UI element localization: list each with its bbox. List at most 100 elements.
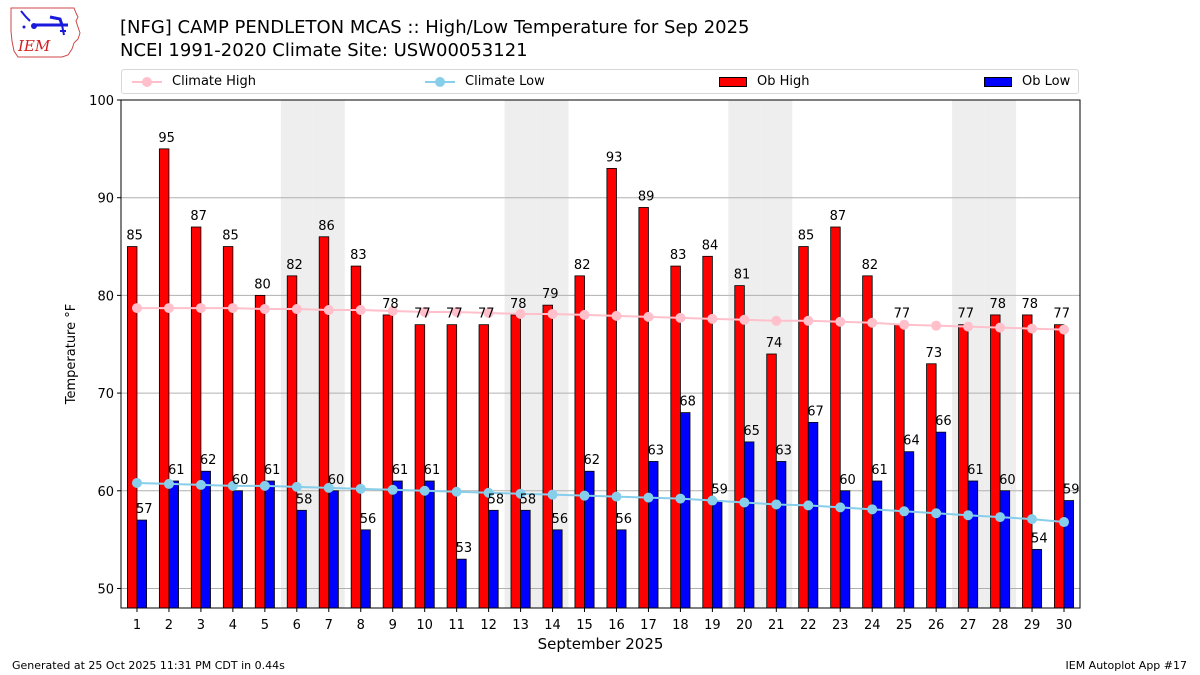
climate-low-point xyxy=(771,499,782,510)
ob-low-bar xyxy=(935,431,947,609)
x-tick-label: 19 xyxy=(704,618,721,633)
ob-high-label: 78 xyxy=(989,297,1006,312)
x-tick-label: 6 xyxy=(293,618,301,633)
climate-high-point xyxy=(227,303,238,314)
ob-high-bar xyxy=(798,246,809,609)
climate-low-point xyxy=(163,478,174,489)
climate-low-point xyxy=(227,480,238,491)
x-tick-label: 17 xyxy=(640,618,657,633)
x-tick-label: 28 xyxy=(992,618,1009,633)
climate-low-point xyxy=(483,487,494,498)
x-tick-label: 18 xyxy=(672,618,689,633)
x-tick-label: 11 xyxy=(448,618,465,633)
plot-frame xyxy=(120,99,1081,609)
ob-high-bar xyxy=(382,314,394,609)
ob-low-label: 68 xyxy=(679,395,696,410)
ob-low-bar xyxy=(136,519,147,609)
climate-low-point xyxy=(867,504,878,515)
climate-low-point xyxy=(195,479,206,490)
ob-low-bar xyxy=(807,421,819,609)
ob-high-label: 77 xyxy=(446,307,463,322)
ob-low-bar xyxy=(424,480,435,609)
ob-low-label: 61 xyxy=(871,463,888,478)
ob-low-label: 60 xyxy=(999,473,1016,488)
y-tick-label: 100 xyxy=(89,94,114,109)
climate-low-point xyxy=(995,512,1006,523)
climate-low-point xyxy=(931,508,942,519)
ob-low-bar xyxy=(552,529,563,609)
ob-high-bar xyxy=(702,255,713,609)
ob-high-label: 77 xyxy=(894,307,911,322)
climate-high-point xyxy=(291,304,302,315)
x-tick-label: 2 xyxy=(165,618,173,633)
x-tick-label: 5 xyxy=(261,618,269,633)
ob-low-bar xyxy=(328,490,339,609)
ob-low-bar xyxy=(967,480,979,609)
ob-high-label: 87 xyxy=(830,209,847,224)
ob-high-label: 74 xyxy=(766,336,783,351)
ob-high-label: 89 xyxy=(638,189,655,204)
climate-low-point xyxy=(355,483,366,494)
ob-high-label: 81 xyxy=(734,268,751,283)
legend-line-climate-high-icon xyxy=(132,76,162,87)
x-tick-label: 21 xyxy=(768,618,785,633)
ob-low-bar xyxy=(711,500,723,609)
ob-high-label: 82 xyxy=(286,258,303,273)
climate-high-line xyxy=(136,307,1065,331)
ob-high-label: 77 xyxy=(414,307,431,322)
ob-high-bar xyxy=(190,226,202,609)
climate-high-point xyxy=(739,314,750,325)
climate-high-point xyxy=(195,303,206,314)
legend-label: Climate High xyxy=(172,74,257,89)
ob-low-bar xyxy=(871,480,883,609)
climate-high-point xyxy=(963,321,974,332)
ob-low-label: 56 xyxy=(552,512,569,527)
ob-high-bar xyxy=(1054,324,1065,609)
ob-high-label: 73 xyxy=(926,346,943,361)
climate-low-point xyxy=(547,489,558,500)
ob-high-bar xyxy=(510,314,521,609)
x-tick-label: 12 xyxy=(480,618,497,633)
climate-low-point xyxy=(803,500,814,511)
ob-low-label: 60 xyxy=(839,473,856,488)
climate-high-point xyxy=(547,308,558,319)
ob-high-label: 82 xyxy=(574,258,591,273)
climate-low-point xyxy=(899,506,910,517)
y-tick-label: 80 xyxy=(97,289,114,304)
ob-low-label: 61 xyxy=(264,463,281,478)
iem-logo: IEM xyxy=(8,5,82,63)
climate-high-point xyxy=(995,322,1006,333)
ob-high-bar xyxy=(158,148,170,609)
climate-high-point xyxy=(515,308,526,319)
ob-high-bar xyxy=(766,353,777,609)
legend-label: Ob High xyxy=(757,74,810,89)
climate-low-point xyxy=(387,484,398,495)
climate-high-point xyxy=(259,304,270,315)
climate-high-point xyxy=(579,309,590,320)
legend-box-ob-high-icon xyxy=(719,76,747,87)
climate-low-point xyxy=(835,502,846,513)
x-tick-label: 15 xyxy=(576,618,593,633)
x-tick-label: 14 xyxy=(544,618,561,633)
ob-low-bar xyxy=(999,490,1011,609)
generated-timestamp: Generated at 25 Oct 2025 11:31 PM CDT in… xyxy=(12,659,285,672)
climate-low-point xyxy=(707,495,718,506)
ob-high-label: 78 xyxy=(382,297,399,312)
ob-low-label: 61 xyxy=(424,463,441,478)
ob-high-label: 80 xyxy=(254,277,271,292)
climate-high-point xyxy=(1059,324,1070,335)
climate-low-point xyxy=(419,485,430,496)
legend-label: Climate Low xyxy=(465,74,545,89)
ob-high-bar xyxy=(638,207,649,609)
climate-low-point xyxy=(1059,517,1070,528)
ob-high-bar xyxy=(990,314,1001,609)
ob-high-bar xyxy=(222,246,234,609)
ob-high-bar xyxy=(542,304,553,609)
x-tick-label: 1 xyxy=(133,618,141,633)
x-tick-label: 24 xyxy=(864,618,881,633)
ob-low-bar xyxy=(616,529,627,609)
climate-high-point xyxy=(931,320,942,331)
ob-high-label: 86 xyxy=(318,219,335,234)
ob-high-label: 85 xyxy=(126,229,143,244)
